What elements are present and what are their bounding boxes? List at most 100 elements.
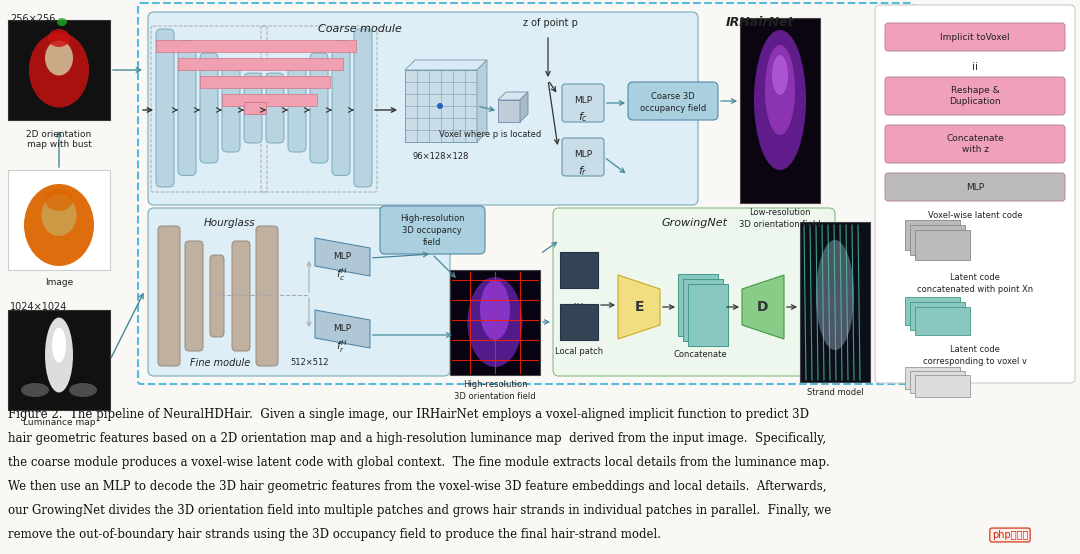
Text: our GrowingNet divides the 3D orientation field into multiple patches and grows : our GrowingNet divides the 3D orientatio… (8, 504, 832, 517)
Text: Latent code: Latent code (950, 273, 1000, 282)
Text: Reshape &
Duplication: Reshape & Duplication (949, 86, 1001, 106)
FancyBboxPatch shape (627, 82, 718, 120)
FancyBboxPatch shape (244, 73, 262, 143)
Bar (915, 375, 970, 397)
Bar (800, 222, 870, 382)
Text: High-resolution: High-resolution (400, 214, 464, 223)
FancyBboxPatch shape (210, 255, 224, 337)
Text: MLP: MLP (966, 182, 984, 192)
Bar (683, 279, 723, 341)
Text: ii: ii (972, 62, 978, 72)
Circle shape (437, 103, 443, 109)
FancyBboxPatch shape (256, 226, 278, 366)
Text: 1024×1024: 1024×1024 (10, 302, 67, 312)
Text: Implicit toVoxel: Implicit toVoxel (941, 33, 1010, 42)
Ellipse shape (48, 29, 70, 47)
Text: Fine module: Fine module (190, 358, 251, 368)
Text: Image: Image (45, 278, 73, 287)
Bar (8, 170, 110, 270)
Bar (8, 20, 110, 120)
FancyBboxPatch shape (178, 40, 195, 176)
FancyBboxPatch shape (875, 5, 1075, 383)
Bar (244, 102, 266, 114)
Ellipse shape (45, 317, 73, 392)
Text: MLP: MLP (333, 252, 351, 261)
Text: $f_r$: $f_r$ (578, 164, 588, 178)
Ellipse shape (765, 45, 795, 135)
Text: E: E (634, 300, 644, 314)
Text: Coarse module: Coarse module (319, 24, 402, 34)
Text: IRHairNet: IRHairNet (726, 16, 794, 29)
FancyBboxPatch shape (885, 173, 1065, 201)
Text: 3D orientation field: 3D orientation field (455, 392, 536, 401)
Text: the coarse module produces a voxel-wise latent code with global context.  The fi: the coarse module produces a voxel-wise … (8, 456, 829, 469)
Text: remove the out-of-boundary hair strands using the 3D occupancy field to produce : remove the out-of-boundary hair strands … (8, 528, 661, 541)
FancyBboxPatch shape (553, 208, 835, 376)
Polygon shape (498, 92, 528, 100)
Bar (910, 225, 966, 255)
FancyBboxPatch shape (562, 138, 604, 176)
Text: Coarse 3D: Coarse 3D (651, 92, 694, 101)
Ellipse shape (52, 327, 66, 362)
Text: $f_c^H$: $f_c^H$ (336, 266, 348, 283)
Bar (905, 367, 960, 389)
Ellipse shape (816, 240, 854, 350)
Bar (688, 284, 728, 346)
Ellipse shape (45, 40, 73, 75)
Bar (8, 310, 110, 410)
FancyBboxPatch shape (148, 12, 698, 205)
Text: MLP: MLP (333, 324, 351, 333)
Bar (156, 40, 356, 52)
Ellipse shape (21, 383, 49, 397)
Text: field: field (422, 238, 442, 247)
Text: corresponding to voxel v: corresponding to voxel v (923, 357, 1027, 366)
Text: 2D orientation
map with bust: 2D orientation map with bust (26, 130, 92, 150)
Text: concatenated with point Xn: concatenated with point Xn (917, 285, 1034, 294)
Ellipse shape (468, 277, 523, 367)
Text: Concatenate
with z: Concatenate with z (946, 134, 1004, 153)
Bar (915, 307, 970, 335)
Bar (740, 18, 820, 203)
FancyBboxPatch shape (156, 29, 174, 187)
Text: occupancy field: occupancy field (639, 104, 706, 113)
FancyBboxPatch shape (185, 241, 203, 351)
Bar (905, 297, 960, 325)
Polygon shape (405, 60, 487, 70)
Text: $f_r^H$: $f_r^H$ (336, 338, 348, 355)
Text: Low-resolution: Low-resolution (750, 208, 811, 217)
Ellipse shape (754, 30, 806, 170)
FancyBboxPatch shape (885, 125, 1065, 163)
FancyBboxPatch shape (354, 29, 372, 187)
Ellipse shape (57, 18, 67, 26)
Polygon shape (477, 60, 487, 142)
FancyBboxPatch shape (885, 23, 1065, 51)
Text: z of point p: z of point p (523, 18, 578, 28)
Ellipse shape (772, 55, 788, 95)
FancyBboxPatch shape (200, 53, 218, 163)
Text: Voxel-wise latent code: Voxel-wise latent code (928, 211, 1023, 220)
Text: 512×512: 512×512 (291, 358, 328, 367)
Text: MLP: MLP (573, 96, 592, 105)
Text: Figure 2.  The pipeline of NeuralHDHair.  Given a single image, our IRHairNet em: Figure 2. The pipeline of NeuralHDHair. … (8, 408, 809, 421)
Bar (910, 302, 966, 330)
Bar (498, 100, 519, 122)
Text: High-resolution: High-resolution (462, 380, 527, 389)
FancyBboxPatch shape (222, 64, 240, 152)
FancyBboxPatch shape (562, 84, 604, 122)
Bar (561, 252, 598, 288)
Bar (200, 76, 330, 88)
Ellipse shape (45, 189, 73, 211)
Bar (905, 220, 960, 250)
Text: Local patch: Local patch (555, 347, 603, 356)
Text: $f_c$: $f_c$ (578, 110, 588, 124)
Polygon shape (519, 92, 528, 122)
Text: MLP: MLP (573, 150, 592, 159)
Bar (405, 70, 477, 142)
Polygon shape (618, 275, 660, 339)
Text: D: D (757, 300, 769, 314)
Bar (915, 230, 970, 260)
Bar (561, 304, 598, 340)
Bar (910, 371, 966, 393)
Text: Concatenate: Concatenate (673, 350, 727, 359)
FancyBboxPatch shape (332, 40, 350, 176)
